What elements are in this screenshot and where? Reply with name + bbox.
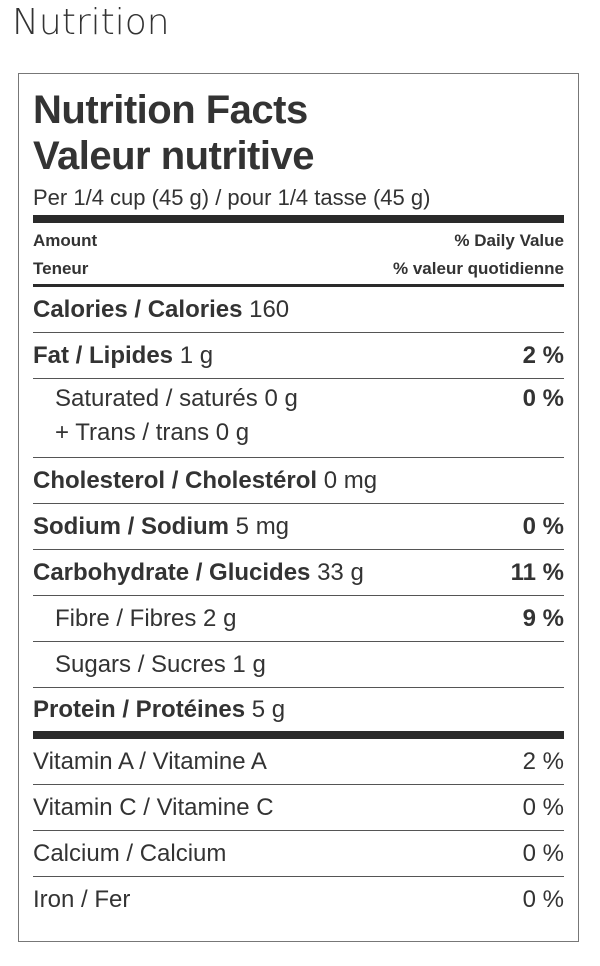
sugars-label: Sugars / Sucres	[55, 650, 226, 678]
dv-fr: % valeur quotidienne	[393, 259, 564, 278]
row-fibre: Fibre / Fibres 2 g 9 %	[33, 596, 564, 642]
vitamin-label: Vitamin A / Vitamine A	[33, 747, 267, 775]
thick-divider	[33, 731, 564, 739]
thick-divider	[33, 215, 564, 223]
sodium-value: 5 mg	[235, 512, 290, 540]
vitamin-dv: 0 %	[522, 793, 564, 821]
vitamin-label: Calcium / Calcium	[33, 839, 227, 867]
section-heading: Nutrition	[12, 2, 170, 43]
sugars-value: 1 g	[232, 650, 266, 678]
serving-size: Per 1/4 cup (45 g) / pour 1/4 tasse (45 …	[33, 185, 431, 210]
medium-divider	[33, 284, 564, 287]
protein-label: Protein / Protéines	[33, 695, 246, 723]
amount-en: Amount	[33, 231, 98, 250]
vitamin-dv: 0 %	[522, 886, 564, 913]
vitamin-dv: 2 %	[522, 747, 564, 775]
row-cholesterol: Cholesterol / Cholestérol 0 mg	[33, 458, 564, 504]
row-fat: Fat / Lipides 1 g 2 %	[33, 333, 564, 379]
row-calories: Calories / Calories 160	[33, 287, 564, 333]
fat-label: Fat / Lipides	[33, 341, 174, 369]
saturated-label: Saturated / saturés	[55, 385, 258, 412]
amount-header: Amount Teneur % Daily Value % valeur quoti…	[33, 223, 564, 284]
fibre-dv: 9 %	[522, 604, 564, 632]
row-calcium: Calcium / Calcium 0 %	[33, 831, 564, 877]
amount-fr: Teneur	[33, 259, 89, 278]
title-fr: Valeur nutritive	[33, 134, 314, 178]
trans-value: 0 g	[215, 419, 250, 446]
saturated-value: 0 g	[264, 385, 298, 412]
row-carbohydrate: Carbohydrate / Glucides 33 g 11 %	[33, 550, 564, 596]
row-sugars: Sugars / Sucres 1 g	[33, 642, 564, 688]
calories-value: 160	[249, 295, 290, 323]
carbohydrate-label: Carbohydrate / Glucides	[33, 558, 311, 586]
row-iron: Iron / Fer 0 %	[33, 877, 564, 923]
fibre-value: 2 g	[203, 604, 237, 632]
vitamin-dv: 0 %	[522, 839, 564, 867]
row-saturated-trans: Saturated / saturés 0 g + Trans / trans …	[33, 379, 564, 458]
row-protein: Protein / Protéines 5 g	[33, 688, 564, 731]
row-sodium: Sodium / Sodium 5 mg 0 %	[33, 504, 564, 550]
protein-value: 5 g	[251, 695, 286, 723]
fibre-label: Fibre / Fibres	[55, 604, 197, 632]
fat-value: 1 g	[179, 341, 214, 369]
row-vitamin-a: Vitamin A / Vitamine A 2 %	[33, 739, 564, 785]
cholesterol-label: Cholesterol / Cholestérol	[33, 466, 318, 494]
row-vitamin-c: Vitamin C / Vitamine C 0 %	[33, 785, 564, 831]
saturated-dv: 0 %	[522, 385, 564, 412]
sodium-dv: 0 %	[522, 512, 564, 540]
sodium-label: Sodium / Sodium	[33, 512, 229, 540]
cholesterol-value: 0 mg	[323, 466, 378, 494]
calories-label: Calories / Calories	[33, 295, 243, 323]
trans-label: + Trans / trans	[55, 419, 210, 446]
vitamin-label: Vitamin C / Vitamine C	[33, 793, 274, 821]
dv-en: % Daily Value	[454, 231, 564, 250]
nutrition-facts-label: Nutrition Facts Valeur nutritive Per 1/4…	[18, 73, 579, 942]
title-en: Nutrition Facts	[33, 88, 308, 132]
vitamin-label: Iron / Fer	[33, 886, 131, 913]
carbohydrate-value: 33 g	[317, 558, 364, 586]
carbohydrate-dv: 11 %	[510, 558, 564, 586]
fat-dv: 2 %	[522, 341, 564, 369]
